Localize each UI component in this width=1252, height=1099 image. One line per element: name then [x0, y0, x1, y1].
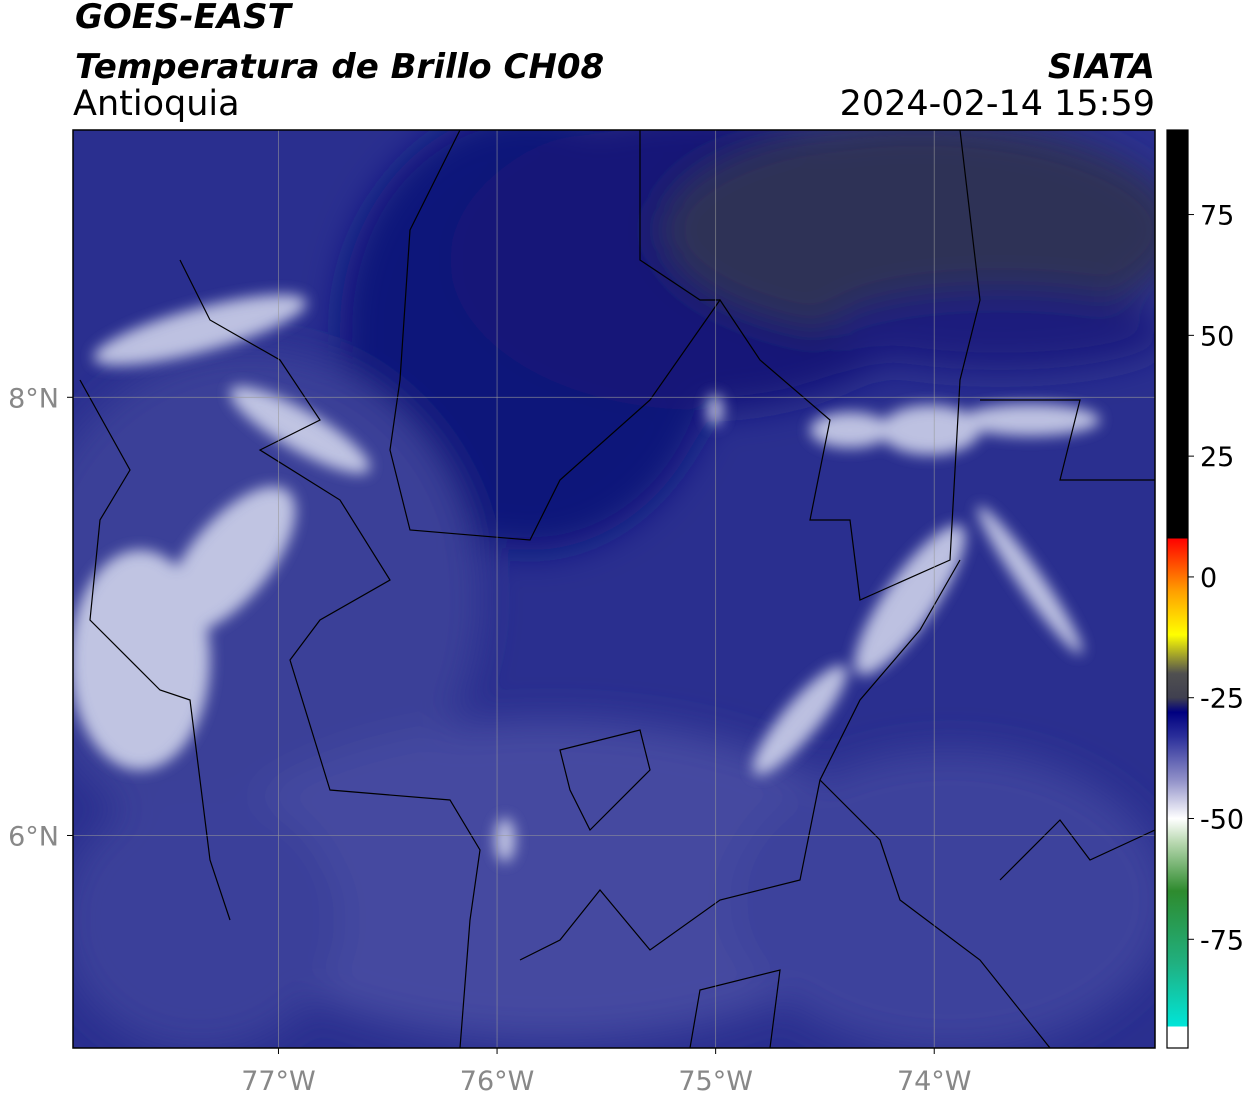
x-tick-label: 77°W [241, 1066, 316, 1097]
map-frame [72, 129, 1156, 1049]
subtitle: Temperatura de Brillo CH08 [75, 47, 604, 87]
borders [79, 130, 1155, 1048]
satellite-image [73, 130, 1155, 1048]
y-tick-label: 8°N [8, 383, 59, 414]
colorbar-tick-label: -50 [1200, 805, 1244, 836]
colorbar-tick-label: 75 [1200, 201, 1234, 232]
x-tick-label: 75°W [678, 1066, 753, 1097]
region: Antioquia [73, 84, 240, 124]
x-tick-label: 74°W [897, 1066, 972, 1097]
colorbar-tick-label: 25 [1200, 442, 1234, 473]
source: SIATA [1048, 47, 1155, 87]
x-tick-label: 76°W [460, 1066, 535, 1097]
colorbar-tick-label: -25 [1200, 684, 1244, 715]
title: GOES-EAST [75, 0, 294, 37]
datetime: 2024-02-14 15:59 [840, 84, 1155, 124]
colorbar [1166, 129, 1189, 1049]
colorbar-tick-label: 0 [1200, 563, 1217, 594]
colorbar-tick-label: -75 [1200, 925, 1244, 956]
y-tick-label: 6°N [8, 821, 59, 852]
colorbar-tick-label: 50 [1200, 321, 1234, 352]
